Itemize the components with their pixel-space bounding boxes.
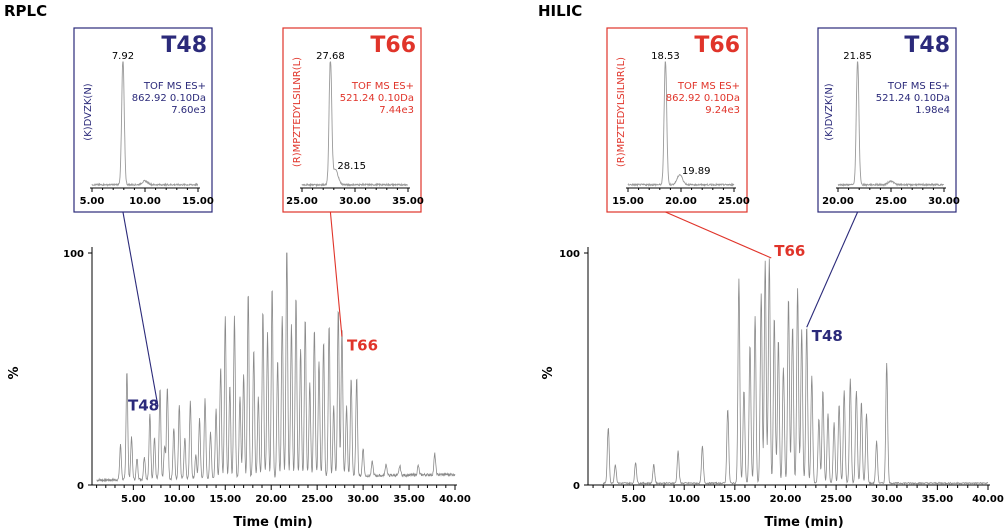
inset-info-line: 862.92 0.10Da: [666, 93, 740, 104]
inset-peptide-label: (R)MPZTEDYLSILNR(L): [292, 57, 303, 167]
inset-x-tick-label: 30.00: [339, 196, 371, 207]
chromatogram-trace: [96, 252, 456, 483]
inset-info-line: 1.98e4: [915, 105, 950, 116]
x-tick-label: 20.00: [770, 494, 802, 505]
inset-peak-label: 27.68: [316, 51, 345, 62]
inset-info-line: 862.92 0.10Da: [132, 93, 206, 104]
peak-annotation-t66: T66: [774, 242, 805, 260]
inset-x-tick-label: 15.00: [182, 196, 214, 207]
inset-x-tick-label: 25.00: [875, 196, 907, 207]
inset-tag: T66: [370, 33, 416, 58]
y-axis-title: %: [541, 366, 556, 379]
panel-label: RPLC: [4, 2, 47, 20]
inset-peptide-label: (K)DVZK(N): [83, 83, 94, 141]
inset-t66: 25.00 30.00 35.00 27.68 28.15 T66 TOF MS ES+52…: [282, 27, 424, 213]
inset-x-tick-label: 15.00: [612, 196, 644, 207]
panel-label: HILIC: [538, 2, 582, 20]
inset-x-tick-label: 20.00: [822, 196, 854, 207]
inset-trace: [301, 61, 409, 188]
x-tick-label: 20.00: [255, 494, 287, 505]
inset-x-tick-label: 25.00: [286, 196, 318, 207]
y-tick-label: 0: [573, 481, 580, 492]
inset-peak-label: 19.89: [682, 166, 711, 177]
inset-peak-label: 7.92: [112, 51, 134, 62]
inset-info-line: TOF MS ES+: [351, 81, 414, 92]
inset-peptide-label: (K)DVZK(N): [824, 83, 835, 141]
connector-line-t66: [329, 211, 343, 337]
x-tick-label: 30.00: [347, 494, 379, 505]
inset-tag: T48: [904, 33, 950, 58]
inset-info-line: 7.44e3: [379, 105, 414, 116]
inset-peak-label: 18.53: [651, 51, 680, 62]
inset-info-line: 9.24e3: [705, 105, 740, 116]
inset-t66: 15.00 20.00 25.00 18.53 19.89 T66 TOF MS ES+86…: [606, 27, 750, 213]
inset-info-line: TOF MS ES+: [143, 81, 206, 92]
x-tick-label: 25.00: [820, 494, 852, 505]
inset-x-tick-label: 25.00: [718, 196, 750, 207]
inset-frame: [606, 27, 748, 213]
inset-x-tick-label: 20.00: [665, 196, 697, 207]
peak-annotation-t48: T48: [812, 327, 843, 345]
inset-info-line: TOF MS ES+: [887, 81, 950, 92]
x-tick-label: 5.00: [121, 494, 146, 505]
inset-frame: [282, 27, 422, 213]
inset-t48: 5.00 10.00 15.00 7.92 T48 TOF MS ES+862.92 0.…: [73, 27, 214, 213]
inset-info-line: 521.24 0.10Da: [340, 93, 414, 104]
x-tick-label: 15.00: [209, 494, 241, 505]
x-axis-title: Time (min): [764, 515, 843, 530]
x-tick-label: 25.00: [301, 494, 333, 505]
inset-info-line: TOF MS ES+: [677, 81, 740, 92]
connector-line-t66: [665, 211, 772, 259]
peak-annotation-t48: T48: [128, 397, 159, 415]
x-tick-label: 5.00: [621, 494, 646, 505]
y-tick-label: 100: [63, 249, 84, 260]
y-axis-title: %: [7, 366, 22, 379]
x-tick-label: 35.00: [393, 494, 425, 505]
x-tick-label: 15.00: [719, 494, 751, 505]
x-tick-label: 40.00: [972, 494, 1004, 505]
y-tick-label: 0: [77, 481, 84, 492]
x-tick-label: 40.00: [439, 494, 471, 505]
inset-info-line: 7.60e3: [171, 105, 206, 116]
connector-line-t48: [122, 211, 159, 407]
inset-peak-label: 21.85: [843, 51, 872, 62]
inset-x-tick-label: 35.00: [392, 196, 424, 207]
inset-frame: [817, 27, 957, 213]
inset-trace: [627, 61, 735, 188]
inset-info-line: 521.24 0.10Da: [876, 93, 950, 104]
inset-x-tick-label: 10.00: [129, 196, 161, 207]
chart-panel-hilic: HILIC 0 100% 5.00 10.00 15.00 20.00 25.00 30.00 3…: [538, 2, 1004, 530]
inset-peak-label: 28.15: [337, 161, 366, 172]
x-tick-label: 30.00: [871, 494, 903, 505]
inset-tag: T48: [161, 33, 207, 58]
inset-t48: 20.00 25.00 30.00 21.85 T48 TOF MS ES+521.24 …: [817, 27, 960, 213]
x-tick-label: 10.00: [668, 494, 700, 505]
chromatogram-trace: [602, 258, 989, 486]
inset-trace: [91, 61, 199, 187]
inset-x-tick-label: 30.00: [928, 196, 960, 207]
inset-trace: [837, 61, 945, 188]
x-tick-label: 35.00: [922, 494, 954, 505]
inset-tag: T66: [694, 33, 740, 58]
peak-annotation-t66: T66: [347, 337, 378, 355]
inset-x-tick-label: 5.00: [80, 196, 105, 207]
inset-peptide-label: (R)MPZTEDYLSILNR(L): [616, 57, 627, 167]
chart-panel-rplc: RPLC 0 100% 5.00 10.00 15.00 20.00 25.00 30.00 35…: [4, 2, 471, 530]
x-axis-title: Time (min): [233, 515, 312, 530]
connector-line-t48: [806, 211, 859, 328]
x-tick-label: 10.00: [163, 494, 195, 505]
y-tick-label: 100: [559, 249, 580, 260]
